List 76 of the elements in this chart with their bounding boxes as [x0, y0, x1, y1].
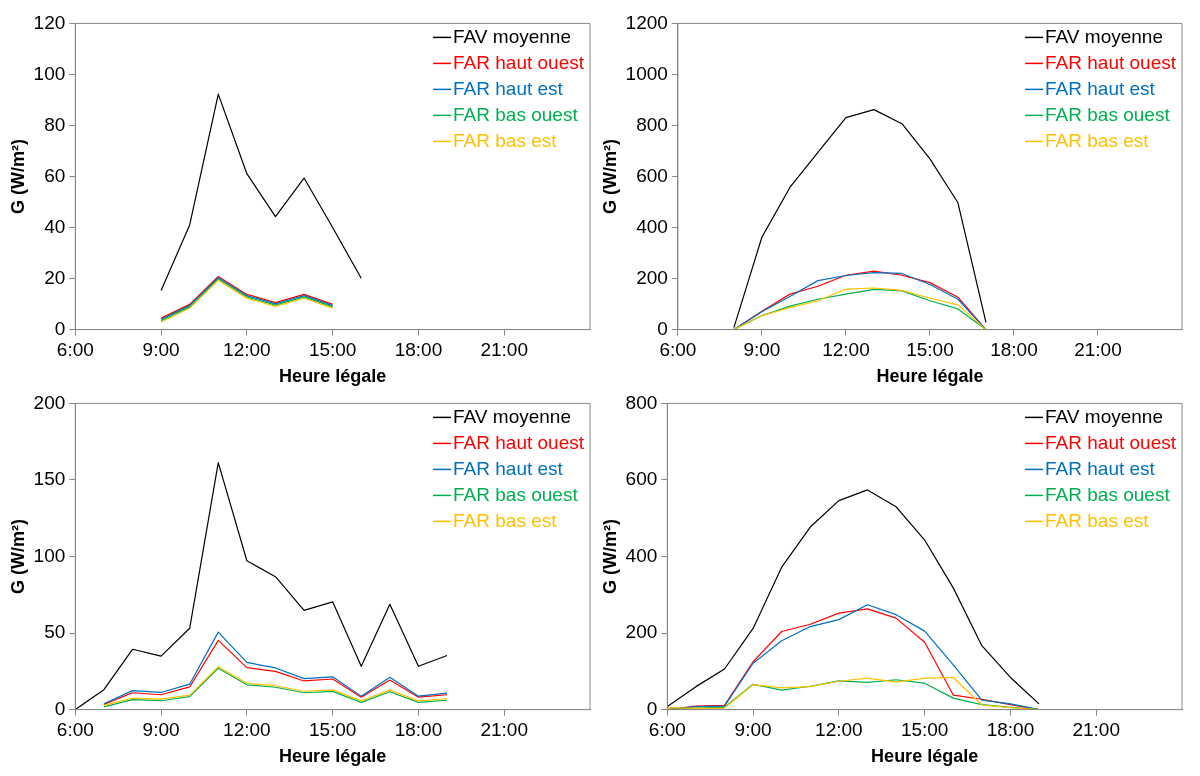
legend-label: FAR haut ouest — [453, 431, 585, 453]
legend-label: FAR haut est — [453, 457, 564, 479]
legend-label: FAV moyenne — [1045, 25, 1163, 47]
y-tick-label: 800 — [625, 391, 658, 413]
y-tick-label: 400 — [625, 544, 658, 566]
y-tick-label: 0 — [54, 697, 66, 719]
legend-label: FAR haut ouest — [1045, 51, 1177, 73]
y-tick-label: 600 — [625, 468, 658, 490]
x-tick-label: 6:00 — [56, 719, 94, 741]
x-axis-title: Heure légale — [279, 746, 387, 767]
x-tick-label: 9:00 — [142, 719, 180, 741]
y-tick-label: 1000 — [625, 62, 668, 84]
y-tick-label: 0 — [657, 317, 668, 339]
x-tick-label: 12:00 — [822, 339, 870, 361]
y-tick-label: 200 — [33, 391, 66, 413]
legend-label: FAV moyenne — [1045, 405, 1163, 427]
y-tick-label: 100 — [33, 62, 66, 84]
legend-label: FAR haut est — [1045, 77, 1156, 99]
y-tick-label: 200 — [625, 621, 658, 643]
x-tick-label: 9:00 — [743, 339, 781, 361]
y-tick-label: 50 — [44, 621, 66, 643]
x-tick-label: 15:00 — [308, 719, 357, 741]
x-tick-label: 15:00 — [906, 339, 954, 361]
y-tick-label: 800 — [636, 113, 668, 135]
x-axis-title: Heure légale — [279, 366, 387, 387]
y-axis-title: G (W/m²) — [599, 519, 620, 594]
legend-label: FAR haut ouest — [1045, 431, 1177, 453]
y-tick-label: 40 — [44, 215, 66, 237]
x-tick-label: 21:00 — [1072, 719, 1120, 741]
x-tick-label: 21:00 — [480, 719, 528, 741]
x-tick-label: 6:00 — [56, 339, 94, 361]
x-tick-label: 15:00 — [308, 339, 357, 361]
y-tick-label: 60 — [44, 164, 66, 186]
y-axis-title: G (W/m²) — [7, 139, 28, 214]
y-tick-label: 150 — [33, 468, 66, 490]
x-tick-label: 21:00 — [480, 339, 528, 361]
legend-label: FAR haut est — [1045, 457, 1156, 479]
legend-label: FAV moyenne — [453, 25, 571, 47]
legend-label: FAR bas est — [1045, 129, 1150, 151]
legend-label: FAR bas ouest — [1045, 103, 1171, 125]
y-tick-label: 0 — [646, 697, 658, 719]
x-tick-label: 12:00 — [815, 719, 863, 741]
x-tick-label: 18:00 — [986, 719, 1035, 741]
y-tick-label: 1200 — [625, 11, 668, 33]
legend-label: FAR bas ouest — [453, 103, 579, 125]
x-axis-title: Heure légale — [876, 366, 984, 387]
legend-label: FAR bas ouest — [1045, 483, 1171, 505]
x-tick-label: 9:00 — [734, 719, 772, 741]
legend-label: FAR bas ouest — [453, 483, 579, 505]
y-tick-label: 400 — [636, 215, 668, 237]
x-axis-title: Heure légale — [871, 746, 979, 767]
x-tick-label: 6:00 — [648, 719, 686, 741]
y-tick-label: 600 — [636, 164, 668, 186]
y-tick-label: 120 — [33, 11, 66, 33]
x-tick-label: 9:00 — [142, 339, 180, 361]
y-tick-label: 200 — [636, 266, 668, 288]
x-tick-label: 12:00 — [223, 339, 271, 361]
legend-label: FAR bas est — [453, 129, 558, 151]
legend-label: FAR haut est — [453, 77, 564, 99]
x-tick-label: 6:00 — [659, 339, 697, 361]
legend-label: FAR bas est — [1045, 509, 1150, 531]
legend-label: FAR haut ouest — [453, 51, 585, 73]
y-axis-title: G (W/m²) — [7, 519, 28, 594]
y-tick-label: 100 — [33, 544, 66, 566]
y-axis-title: G (W/m²) — [599, 139, 620, 214]
legend-label: FAR bas est — [453, 509, 558, 531]
x-tick-label: 18:00 — [394, 339, 443, 361]
legend-label: FAV moyenne — [453, 405, 571, 427]
x-tick-label: 21:00 — [1074, 339, 1122, 361]
x-tick-label: 18:00 — [394, 719, 443, 741]
y-tick-label: 20 — [44, 266, 66, 288]
y-tick-label: 0 — [54, 317, 66, 339]
x-tick-label: 12:00 — [223, 719, 271, 741]
x-tick-label: 15:00 — [900, 719, 949, 741]
y-tick-label: 80 — [44, 113, 66, 135]
x-tick-label: 18:00 — [990, 339, 1038, 361]
